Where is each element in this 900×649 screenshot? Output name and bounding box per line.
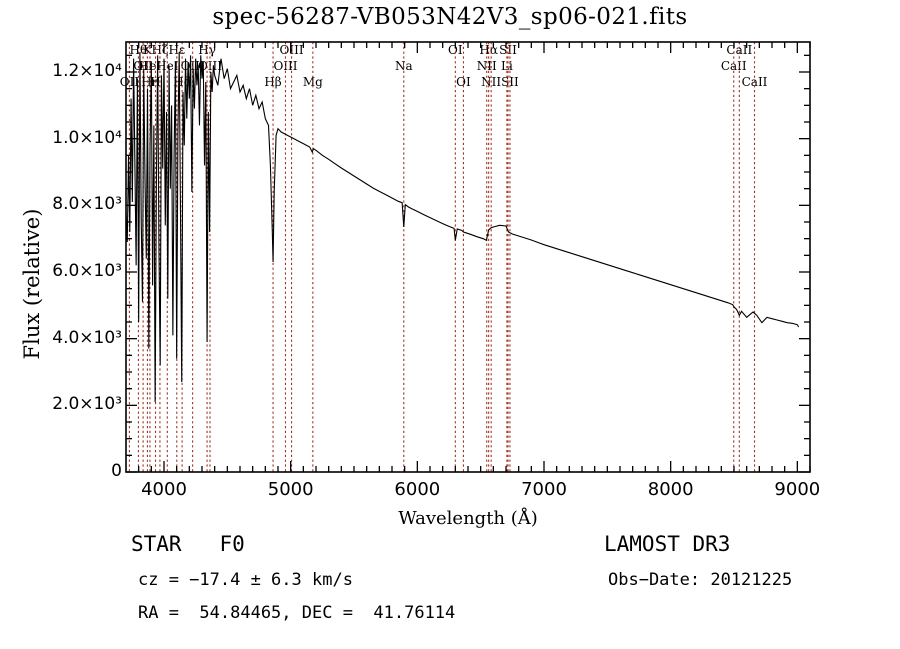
object-type: STAR F0 [131,532,245,556]
y-tick-label: 6.0×10³ [52,261,122,281]
x-tick-label: 6000 [394,479,441,500]
spectral-line-label: Hε [168,43,186,57]
x-tick-label: 5000 [267,479,314,500]
y-tick-label: 4.0×10³ [52,327,122,348]
page-title: spec-56287-VB053N42V3_sp06-021.fits [212,4,688,30]
y-tick-label: 2.0×10³ [52,394,122,415]
x-tick-label: 7000 [521,479,567,500]
y-tick-label: 1.2×10⁴ [52,61,122,81]
spectral-line-label: CaII [726,43,753,57]
y-tick-label: 1.0×10⁴ [52,127,122,148]
spectral-line-label: SII [499,43,517,57]
coordinates: RA = 54.84465, DEC = 41.76114 [138,603,456,623]
spectral-line-label: Hγ [198,43,216,57]
x-axis-label: Wavelength (Å) [398,508,538,529]
x-tick-label: 9000 [774,479,821,500]
y-tick-label: 0 [111,461,122,481]
x-tick-label: 4000 [141,479,187,500]
y-tick-label: 8.0×10³ [52,194,122,215]
cz-value: cz = −17.4 ± 6.3 km/s [138,570,353,590]
observation-date: Obs−Date: 20121225 [608,570,793,590]
y-axis-tick-labels: 0 2.0×10³ 4.0×10³ 6.0×10³ 8.0×10³ 1.0×10⁴ 1.2×… [0,0,122,480]
survey-name: LAMOST DR3 [604,532,731,556]
plot-frame [125,41,811,473]
spectral-line-label: OI [448,43,463,57]
spectral-line-label: K [142,43,152,57]
spectrum-trace [125,51,800,403]
x-tick-label: 8000 [647,479,694,500]
x-axis-tick-labels: 4000 5000 6000 7000 8000 9000 [0,479,900,509]
